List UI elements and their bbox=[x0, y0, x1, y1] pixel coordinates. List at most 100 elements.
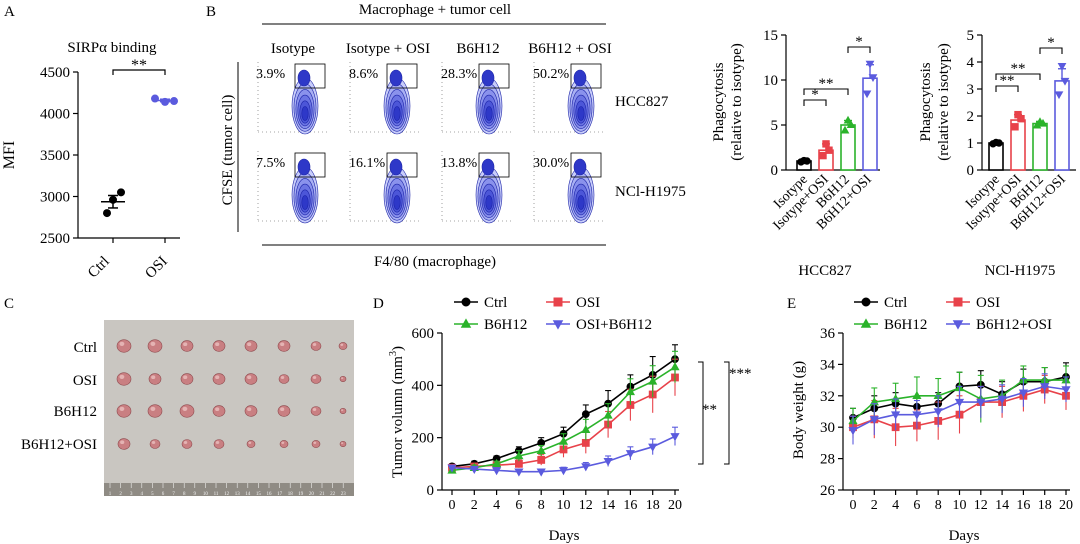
flow-column-headers: Isotype Isotype + OSI B6H12 B6H12 + OSI bbox=[271, 41, 612, 57]
significance-label: * bbox=[1047, 35, 1055, 51]
tumor-highlight bbox=[215, 342, 220, 347]
flow-contour bbox=[485, 195, 493, 210]
data-point bbox=[869, 416, 879, 425]
significance-bracket bbox=[803, 88, 849, 95]
data-point bbox=[670, 433, 680, 442]
flow-gate-percent: 16.1% bbox=[349, 156, 386, 171]
y-tick-label: 32 bbox=[820, 389, 835, 405]
data-point bbox=[1061, 386, 1071, 395]
tumor bbox=[213, 439, 225, 449]
data-point bbox=[537, 456, 546, 464]
data-point bbox=[514, 451, 524, 460]
x-tick-label: 6 bbox=[515, 498, 522, 513]
data-point bbox=[822, 140, 830, 148]
data-point bbox=[1060, 77, 1070, 86]
flow-gate-percent: 7.5% bbox=[256, 156, 286, 171]
x-tick-label: 4 bbox=[493, 498, 500, 513]
x-tick-label: 20 bbox=[668, 498, 682, 513]
ruler-tick-label: 17 bbox=[277, 492, 283, 497]
marks-e bbox=[848, 362, 1071, 447]
data-point bbox=[819, 151, 827, 160]
flow-percentages: 3.9% 8.6% 28.3% 50.2% 7.5% 16.1% 13.8% 3… bbox=[256, 67, 570, 171]
data-point bbox=[536, 445, 546, 454]
flow-col-header: B6H12 bbox=[456, 41, 499, 57]
x-tick-label: 6 bbox=[913, 498, 920, 513]
flow-contour bbox=[393, 106, 401, 121]
panel-label-b: B bbox=[206, 4, 216, 20]
data-point bbox=[581, 410, 590, 419]
ruler-tick-label: 6 bbox=[162, 492, 165, 497]
photo-row-label: B6H12+OSI bbox=[21, 437, 97, 453]
significance-d: ** *** bbox=[698, 361, 752, 465]
flow-contour bbox=[297, 158, 311, 176]
tumor-highlight bbox=[313, 441, 317, 444]
panel-label-a: A bbox=[4, 4, 15, 20]
legend-label: B6H12 bbox=[484, 317, 527, 333]
ruler-tick-label: 15 bbox=[256, 492, 262, 497]
tumor-highlight bbox=[151, 441, 156, 444]
significance-bracket bbox=[995, 85, 1019, 92]
y-tick-label: 5 bbox=[771, 118, 779, 134]
photo-ruler bbox=[104, 483, 354, 496]
data-point bbox=[846, 120, 856, 129]
tumor bbox=[179, 404, 195, 418]
ruler-tick-label: 4 bbox=[141, 492, 144, 497]
flow-col-header: Isotype bbox=[271, 41, 316, 57]
ruler-tick-label: 23 bbox=[341, 492, 347, 497]
flow-x-label: F4/80 (macrophage) bbox=[374, 254, 496, 270]
x-tick-label: 8 bbox=[538, 498, 545, 513]
significance-bracket bbox=[698, 361, 704, 465]
flow-col-header: B6H12 + OSI bbox=[528, 41, 611, 57]
x-tick-label: 12 bbox=[579, 498, 593, 513]
data-point bbox=[553, 297, 563, 307]
tumor bbox=[338, 342, 348, 350]
x-tick-label: 0 bbox=[449, 498, 456, 513]
panel-label-d: D bbox=[373, 296, 384, 312]
data-point bbox=[848, 427, 858, 436]
panel-b-bar-hcc827: Phagocytosis (relative to isotype) HCC82… bbox=[711, 28, 880, 279]
x-tick-label: 2 bbox=[471, 498, 478, 513]
data-point bbox=[603, 410, 613, 419]
ruler-tick-label: 11 bbox=[214, 492, 219, 497]
data-point bbox=[912, 390, 922, 400]
tumor bbox=[116, 372, 132, 386]
y-tick-label: 28 bbox=[820, 452, 835, 468]
data-point bbox=[997, 395, 1007, 404]
tumor bbox=[149, 439, 161, 449]
flow-plot bbox=[349, 62, 419, 135]
x-tick-label: 16 bbox=[623, 498, 637, 513]
flow-gate-percent: 28.3% bbox=[441, 67, 478, 82]
x-axis-label-b2: NCl-H1975 bbox=[985, 263, 1056, 279]
data-point bbox=[952, 320, 964, 330]
tumor bbox=[180, 340, 194, 352]
flow-contour bbox=[577, 106, 585, 121]
significance-label: ** bbox=[819, 76, 834, 92]
data-point bbox=[1011, 123, 1019, 131]
flow-row-label: HCC827 bbox=[615, 94, 669, 110]
flow-gate bbox=[386, 152, 418, 178]
tumor-highlight bbox=[247, 407, 252, 412]
legend-label: B6H12+OSI bbox=[976, 317, 1052, 333]
axes-a: 2500 3000 3500 4000 4500 bbox=[40, 65, 180, 247]
y-tick-label: 3 bbox=[967, 82, 975, 98]
tumor bbox=[181, 439, 193, 449]
flow-gate bbox=[478, 63, 510, 89]
tumor bbox=[246, 440, 256, 448]
flow-plot bbox=[257, 151, 327, 224]
flow-plot bbox=[257, 62, 327, 135]
data-point bbox=[1018, 389, 1028, 398]
tumor-highlight bbox=[341, 377, 344, 379]
y-tick-label: 400 bbox=[412, 378, 435, 394]
data-point bbox=[843, 115, 853, 124]
ruler-tick-label: 5 bbox=[151, 492, 154, 497]
tumor-highlight bbox=[280, 376, 285, 379]
tumor bbox=[117, 438, 131, 450]
tumor-highlight bbox=[150, 406, 156, 411]
marks-d bbox=[447, 344, 680, 477]
data-point bbox=[515, 459, 523, 468]
flow-header: Macrophage + tumor cell bbox=[359, 2, 511, 18]
tumor bbox=[244, 373, 258, 385]
tumor-highlight bbox=[183, 441, 188, 444]
tumor bbox=[278, 374, 290, 384]
